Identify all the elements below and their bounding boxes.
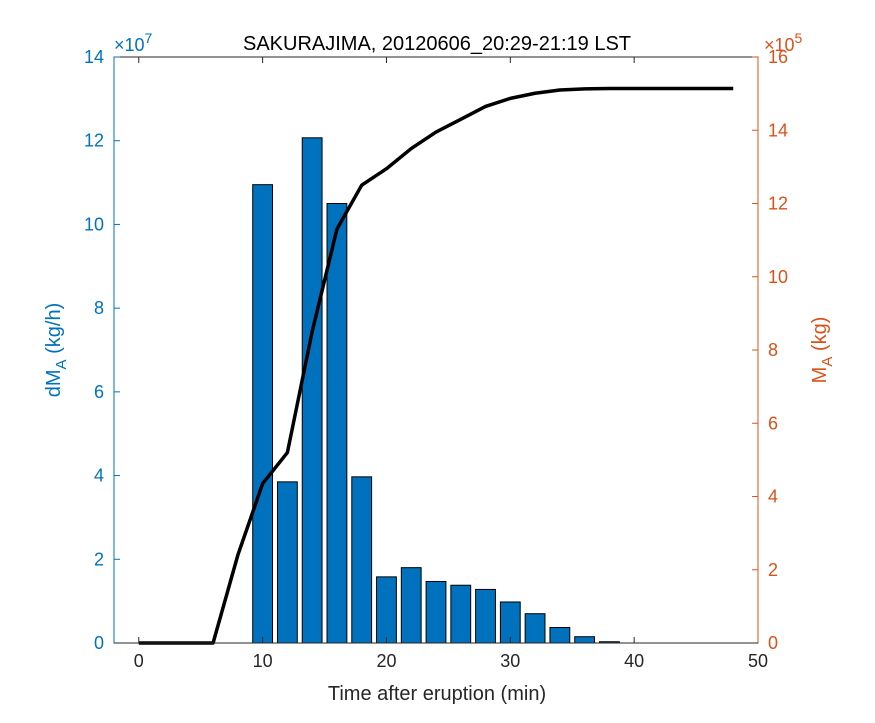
- bar: [499, 601, 521, 644]
- left-tick-label: 12: [84, 131, 104, 151]
- left-axis-label-main: dM: [43, 369, 65, 397]
- x-axis-label: Time after eruption (min): [328, 683, 546, 705]
- left-axis-label-sub: A: [53, 359, 70, 369]
- right-tick-label: 16: [768, 47, 788, 67]
- bar: [400, 567, 422, 644]
- right-axis-label-unit: (kg): [809, 317, 831, 351]
- left-axis-label: dMA (kg/h): [43, 303, 70, 398]
- bar: [376, 576, 397, 644]
- left-axis-exponent-base: ×10: [114, 35, 145, 55]
- right-tick-label: 0: [768, 633, 778, 653]
- bar: [252, 184, 274, 644]
- right-axis-label-main: M: [809, 367, 831, 384]
- x-tick-label: 50: [748, 651, 768, 671]
- x-tick-label: 20: [376, 651, 396, 671]
- left-axis-exponent: ×107: [114, 30, 153, 55]
- right-tick-label: 12: [768, 194, 788, 214]
- left-tick-label: 8: [94, 298, 104, 318]
- bar: [301, 137, 323, 644]
- left-axis-exponent-power: 7: [145, 30, 153, 46]
- bar: [276, 481, 298, 644]
- left-tick-label: 2: [94, 549, 104, 569]
- x-tick-label: 0: [134, 651, 144, 671]
- bar: [475, 588, 496, 644]
- right-tick-label: 6: [768, 413, 778, 433]
- x-axis-ticks: 0 10 20 30 40 50: [134, 57, 768, 671]
- right-axis-ticks: 0 2 4 6 8 10 12 14 16: [752, 47, 788, 653]
- left-tick-label: 10: [84, 214, 104, 234]
- right-axis-exponent: ×105: [764, 30, 803, 55]
- right-axis-label: MA (kg): [809, 317, 836, 384]
- bar: [351, 476, 373, 644]
- right-tick-label: 4: [768, 487, 778, 507]
- bar: [450, 584, 472, 644]
- right-axis-label-sub: A: [819, 357, 836, 367]
- bar: [326, 203, 348, 644]
- left-tick-label: 6: [94, 382, 104, 402]
- bar-series: [252, 137, 620, 644]
- cumulative-mass-line: [138, 86, 734, 645]
- chart-title: SAKURAJIMA, 20120606_20:29-21:19 LST: [243, 33, 631, 55]
- left-axis-ticks: 0 2 4 6 8 10 12 14: [84, 47, 120, 653]
- bar: [574, 636, 596, 644]
- right-axis-exponent-power: 5: [795, 30, 803, 46]
- left-tick-label: 0: [94, 633, 104, 653]
- bar: [425, 580, 447, 644]
- right-axis-exponent-base: ×10: [764, 35, 795, 55]
- line-series-layer: [138, 86, 734, 645]
- plot-area: [113, 56, 759, 644]
- left-tick-label: 14: [84, 47, 104, 67]
- left-tick-label: 4: [94, 466, 104, 486]
- bar: [549, 627, 571, 644]
- x-tick-label: 40: [624, 651, 644, 671]
- x-tick-label: 10: [253, 651, 273, 671]
- bar: [524, 613, 546, 644]
- right-tick-label: 2: [768, 560, 778, 580]
- right-tick-label: 8: [768, 340, 778, 360]
- right-tick-label: 10: [768, 267, 788, 287]
- left-axis-label-unit: (kg/h): [43, 303, 65, 354]
- right-tick-label: 14: [768, 120, 788, 140]
- x-tick-label: 30: [500, 651, 520, 671]
